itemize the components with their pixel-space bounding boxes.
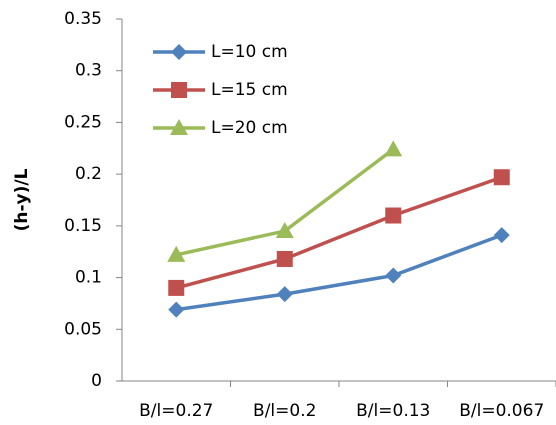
x-tick-label: B/l=0.2 bbox=[253, 401, 316, 421]
marker bbox=[276, 250, 293, 267]
marker bbox=[275, 222, 294, 239]
legend-label: L=15 cm bbox=[211, 80, 288, 100]
marker bbox=[385, 207, 402, 224]
y-tick-label: 0.25 bbox=[64, 112, 102, 132]
marker bbox=[168, 301, 185, 318]
series-line bbox=[175, 147, 395, 257]
series-line bbox=[176, 233, 503, 312]
marker bbox=[167, 245, 186, 262]
marker bbox=[384, 140, 403, 157]
y-tick-label: 0.3 bbox=[75, 61, 102, 81]
y-tick-label: 0.1 bbox=[75, 268, 102, 288]
marker bbox=[493, 169, 510, 186]
marker bbox=[171, 82, 187, 98]
marker bbox=[171, 44, 187, 60]
y-tick-label: 0.15 bbox=[64, 216, 102, 236]
x-tick-label: B/l=0.067 bbox=[459, 401, 544, 421]
y-tick-label: 0.35 bbox=[64, 9, 102, 29]
y-tick-label: 0.2 bbox=[75, 164, 102, 184]
marker bbox=[493, 227, 510, 244]
marker bbox=[168, 279, 185, 296]
x-tick-label: B/l=0.13 bbox=[356, 401, 430, 421]
marker bbox=[276, 286, 293, 303]
y-axis-label: (h-y)/L bbox=[12, 168, 32, 231]
legend-label: L=10 cm bbox=[211, 42, 288, 62]
y-tick-label: 0.05 bbox=[64, 319, 102, 339]
series-line bbox=[175, 175, 503, 290]
y-tick-label: 0 bbox=[91, 371, 102, 391]
marker bbox=[385, 267, 402, 284]
legend-label: L=20 cm bbox=[211, 118, 288, 138]
x-tick-label: B/l=0.27 bbox=[139, 401, 213, 421]
marker bbox=[170, 119, 188, 135]
